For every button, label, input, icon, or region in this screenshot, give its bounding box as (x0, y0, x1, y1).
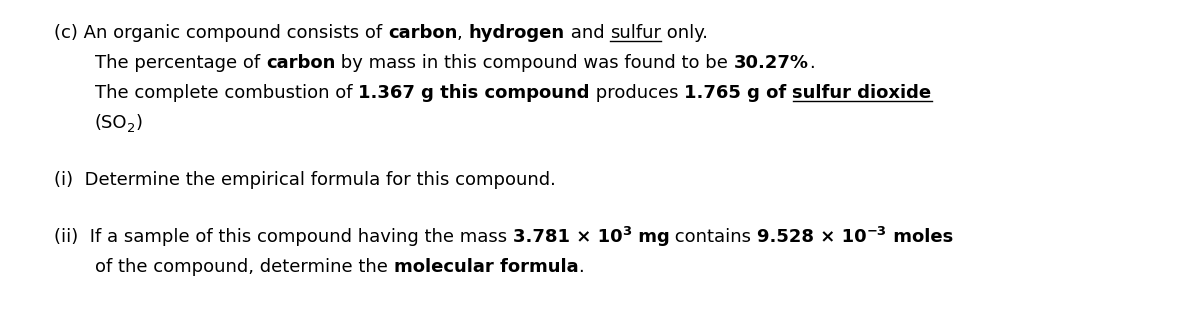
Text: sulfur dioxide: sulfur dioxide (792, 84, 931, 102)
Text: ): ) (136, 114, 143, 132)
Text: 1.367 g this compound: 1.367 g this compound (359, 84, 589, 102)
Text: 3: 3 (623, 225, 631, 238)
Text: and: and (565, 24, 611, 42)
Text: ,: , (457, 24, 469, 42)
Text: only.: only. (661, 24, 708, 42)
Text: (c) An organic compound consists of: (c) An organic compound consists of (54, 24, 388, 42)
Text: (ii)  If a sample of this compound having the mass: (ii) If a sample of this compound having… (54, 228, 512, 246)
Text: 30.27%: 30.27% (734, 54, 809, 72)
Text: hydrogen: hydrogen (469, 24, 565, 42)
Text: of the compound, determine the: of the compound, determine the (95, 258, 394, 276)
Text: 1.765 g of: 1.765 g of (684, 84, 792, 102)
Text: mg: mg (631, 228, 670, 246)
Text: 3.781 × 10: 3.781 × 10 (512, 228, 623, 246)
Text: .: . (809, 54, 815, 72)
Text: produces: produces (589, 84, 684, 102)
Text: (i)  Determine the empirical formula for this compound.: (i) Determine the empirical formula for … (54, 171, 556, 189)
Text: sulfur: sulfur (611, 24, 661, 42)
Text: contains: contains (670, 228, 757, 246)
Text: .: . (578, 258, 584, 276)
Text: carbon: carbon (266, 54, 335, 72)
Text: molecular formula: molecular formula (394, 258, 578, 276)
Text: moles: moles (887, 228, 953, 246)
Text: The percentage of: The percentage of (95, 54, 266, 72)
Text: The complete combustion of: The complete combustion of (95, 84, 359, 102)
Text: −3: −3 (866, 225, 887, 238)
Text: 9.528 × 10: 9.528 × 10 (757, 228, 866, 246)
Text: 2: 2 (127, 122, 136, 135)
Text: by mass in this compound was found to be: by mass in this compound was found to be (335, 54, 734, 72)
Text: carbon: carbon (388, 24, 457, 42)
Text: (SO: (SO (95, 114, 127, 132)
